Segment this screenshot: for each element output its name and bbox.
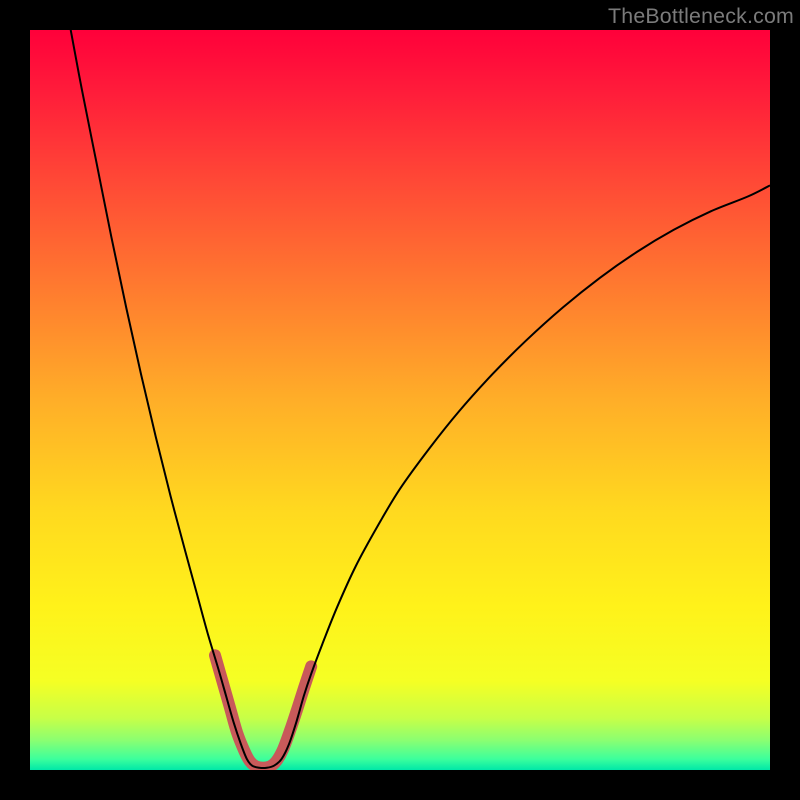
figure-container: TheBottleneck.com xyxy=(0,0,800,800)
chart-svg xyxy=(30,30,770,770)
plot-area xyxy=(30,30,770,770)
gradient-background xyxy=(30,30,770,770)
watermark-text: TheBottleneck.com xyxy=(608,4,794,29)
